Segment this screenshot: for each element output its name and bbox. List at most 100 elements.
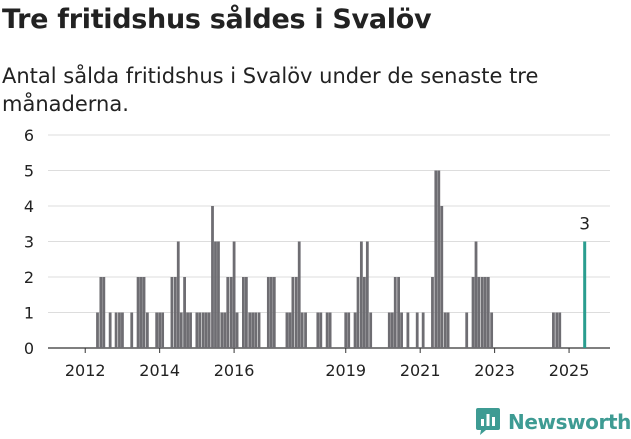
bar — [121, 312, 124, 348]
bar — [232, 241, 236, 348]
bar — [142, 277, 146, 348]
highlight-bar — [583, 241, 587, 348]
x-tick-label: 2016 — [214, 361, 255, 380]
bar — [158, 312, 162, 348]
bar — [471, 277, 475, 348]
highlight-value-label: 3 — [579, 215, 590, 235]
y-tick-label: 1 — [24, 304, 34, 323]
bar — [431, 277, 434, 348]
x-tick-label: 2019 — [325, 361, 366, 380]
bar — [390, 312, 394, 348]
bar — [393, 277, 397, 348]
y-tick-label: 6 — [24, 126, 34, 145]
bar — [288, 312, 292, 348]
bar — [207, 312, 211, 348]
bar — [266, 277, 270, 348]
bar — [195, 312, 199, 348]
bar — [415, 312, 419, 348]
bar — [130, 312, 134, 348]
brand-logo: Newsworthy — [476, 408, 631, 435]
bar — [173, 277, 177, 348]
bar — [446, 312, 450, 348]
bar — [365, 241, 369, 348]
bar — [226, 277, 230, 348]
bar — [155, 312, 159, 348]
bar — [304, 312, 307, 348]
bar — [490, 312, 494, 348]
bar — [235, 312, 239, 348]
bar — [254, 312, 258, 348]
y-tick-label: 0 — [24, 339, 34, 358]
bar — [369, 312, 373, 348]
bar — [325, 312, 329, 348]
bar — [443, 312, 447, 348]
bar — [272, 277, 276, 348]
bar — [118, 312, 121, 348]
bar — [183, 277, 186, 348]
bar — [477, 277, 481, 348]
bar — [316, 312, 320, 348]
bar — [400, 312, 403, 348]
bar — [353, 312, 357, 348]
bar — [397, 277, 400, 348]
x-axis: 2012 2014 2016 2019 2021 2023 2025 — [65, 348, 590, 380]
bar — [356, 277, 360, 348]
bar — [465, 312, 469, 348]
bar — [161, 312, 165, 348]
bar — [179, 312, 183, 348]
bar — [102, 277, 106, 348]
bar — [201, 312, 205, 348]
bar — [291, 277, 295, 348]
chart-subtitle: Antal sålda fritidshus i Svalöv under de… — [2, 64, 539, 116]
bar — [486, 277, 490, 348]
bar — [170, 277, 174, 348]
y-tick-label: 5 — [24, 162, 34, 181]
y-axis: 0 1 2 3 4 5 6 — [24, 126, 34, 358]
bar — [387, 312, 391, 348]
bar — [96, 312, 99, 348]
brand-name: Newsworthy — [508, 409, 631, 434]
bar — [244, 277, 248, 348]
bar — [211, 206, 214, 348]
bar — [145, 312, 149, 348]
bar — [297, 241, 301, 348]
bar — [220, 312, 224, 348]
x-tick-label: 2014 — [139, 361, 180, 380]
bar — [136, 277, 140, 348]
bar — [440, 206, 444, 348]
bar — [437, 170, 441, 348]
bar — [139, 277, 143, 348]
x-tick-label: 2012 — [65, 361, 106, 380]
bar — [300, 312, 304, 348]
x-tick-label: 2023 — [474, 361, 515, 380]
bar — [421, 312, 425, 348]
bar — [328, 312, 332, 348]
bar — [474, 241, 478, 348]
bar-chart: 0 1 2 3 4 5 6 2012 2014 2016 2019 2021 2023 2025 3 — [24, 126, 610, 380]
bar — [480, 277, 484, 348]
bar — [242, 277, 245, 348]
data-labels: 3 — [579, 215, 590, 235]
bar — [555, 312, 559, 348]
bar — [99, 277, 103, 348]
bar — [347, 312, 351, 348]
bar — [362, 277, 366, 348]
bar — [229, 277, 233, 348]
newsworthy-logo-icon — [476, 408, 500, 435]
x-tick-label: 2025 — [549, 361, 590, 380]
chart-title: Tre fritidshus såldes i Svalöv — [2, 4, 432, 35]
bar — [176, 241, 180, 348]
bar — [223, 312, 227, 348]
bar — [359, 241, 363, 348]
bar — [189, 312, 192, 348]
bar — [406, 312, 410, 348]
bar — [186, 312, 189, 348]
bar — [248, 312, 252, 348]
y-tick-label: 2 — [24, 268, 34, 287]
bar — [552, 312, 555, 348]
bar — [558, 312, 562, 348]
bar — [217, 241, 220, 348]
bar — [483, 277, 487, 348]
bar — [294, 277, 298, 348]
y-tick-label: 4 — [24, 197, 34, 216]
